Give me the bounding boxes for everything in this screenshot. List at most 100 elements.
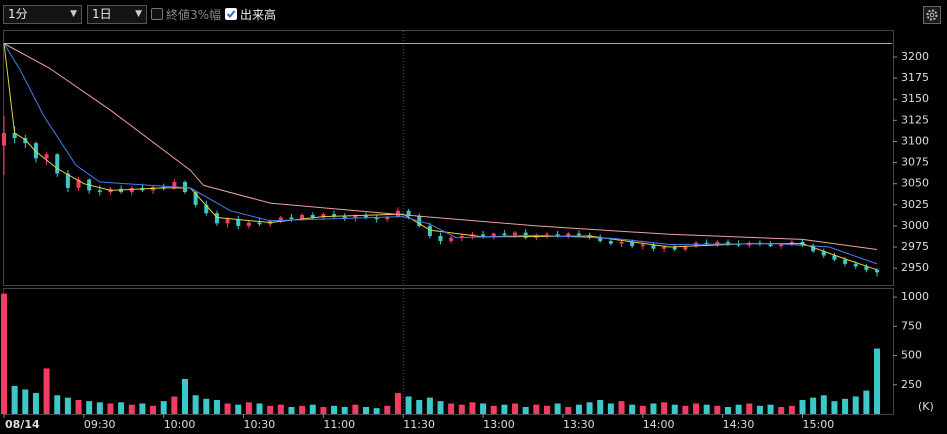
volume-bar [863, 390, 870, 414]
y-tick-label: 3050 [901, 177, 929, 190]
y-tick-label: 1000 [901, 290, 929, 303]
volume-bar [192, 395, 199, 414]
candle-body [385, 216, 390, 220]
candle-body [33, 143, 38, 159]
candle-body [204, 204, 209, 214]
volume-bar [703, 404, 710, 414]
volume-bar [118, 402, 125, 414]
candle-body [715, 241, 720, 245]
candle-body [257, 222, 262, 225]
candle-body [44, 154, 49, 159]
candle-body [459, 236, 464, 238]
volume-bar [682, 405, 689, 414]
range-select[interactable]: 1日 ▼ [87, 5, 147, 24]
range-value: 1日 [92, 7, 112, 21]
volume-bar [458, 404, 465, 414]
candle-body [321, 214, 326, 218]
volume-bar [874, 348, 881, 414]
option-label: 出来高 [240, 8, 277, 22]
candle-body [427, 225, 432, 237]
volume-bar [32, 392, 39, 414]
volume-bar [533, 404, 540, 414]
volume-bar [128, 404, 135, 414]
volume-bar [288, 406, 295, 414]
candle-body [843, 259, 848, 264]
candle-body [182, 181, 187, 193]
candle-body [76, 179, 81, 188]
candle-body [725, 241, 730, 244]
volume-bar [693, 403, 700, 414]
volume-bar [778, 406, 785, 414]
candle-body [438, 236, 443, 242]
volume-bar [224, 403, 231, 414]
volume-bar [575, 404, 582, 414]
candle-body [853, 263, 858, 267]
candle-body [2, 133, 6, 146]
volume-bar [671, 404, 678, 414]
volume-bar [43, 368, 50, 414]
checkbox[interactable] [225, 8, 237, 20]
y-tick-label: 2975 [901, 240, 929, 253]
x-tick-label: 10:30 [244, 418, 276, 431]
candle-body [23, 138, 28, 144]
candle-body [640, 244, 645, 247]
volume-bar [852, 396, 859, 414]
volume-bar [831, 401, 838, 414]
volume-bar [639, 405, 646, 414]
volume-bar [618, 401, 625, 414]
y-tick-label: 250 [901, 378, 922, 391]
candle-body [289, 217, 294, 220]
volume-bar [384, 405, 391, 414]
volume-bar [714, 405, 721, 414]
x-tick-label: 13:00 [483, 418, 515, 431]
candle-body [619, 241, 624, 244]
volume-bar [842, 398, 849, 414]
volume-bar [629, 404, 636, 414]
volume-bar [746, 403, 753, 414]
volume-bar [299, 405, 306, 414]
y-tick-label: 3175 [901, 71, 929, 84]
candle-body [608, 241, 613, 244]
moving-average-line [3, 43, 878, 265]
interval-select[interactable]: 1分 ▼ [3, 5, 82, 24]
moving-average-line [3, 43, 878, 271]
volume-bar [309, 404, 316, 414]
candle-body [129, 187, 134, 193]
volume-bar [320, 406, 327, 414]
moving-average-line [3, 43, 878, 250]
volume-bar [469, 402, 476, 414]
candle-body [821, 251, 826, 256]
x-tick-label: 13:30 [563, 418, 595, 431]
candle-body [310, 214, 315, 218]
volume-bar [522, 406, 529, 414]
settings-button[interactable] [923, 6, 941, 24]
y-tick-label: 3125 [901, 113, 929, 126]
x-tick-label: 14:00 [643, 418, 675, 431]
volume-bar [416, 399, 423, 414]
candle-body [246, 222, 251, 226]
volume-bar [788, 405, 795, 414]
candle-body [55, 154, 60, 174]
volume-bar [661, 402, 668, 414]
volume-bar [810, 397, 817, 414]
candle-body [566, 233, 571, 237]
option-label: 終値3%幅 [166, 8, 222, 22]
volume-bar [203, 398, 210, 414]
volume-bar [597, 399, 604, 414]
candle-body [555, 234, 560, 237]
candle-body [353, 215, 358, 219]
checkbox[interactable] [151, 8, 163, 20]
candle-body [704, 242, 709, 245]
candle-body [672, 247, 677, 250]
y-tick-label: 3150 [901, 92, 929, 105]
candle-body [363, 215, 368, 218]
candle-body [811, 245, 816, 252]
volume-bar [724, 406, 731, 414]
volume-bar [331, 405, 338, 414]
volume-bar [160, 401, 167, 414]
candle-body [406, 210, 411, 216]
candle-body [300, 214, 305, 220]
volume-bar [448, 403, 455, 414]
volume-bar [565, 406, 572, 414]
